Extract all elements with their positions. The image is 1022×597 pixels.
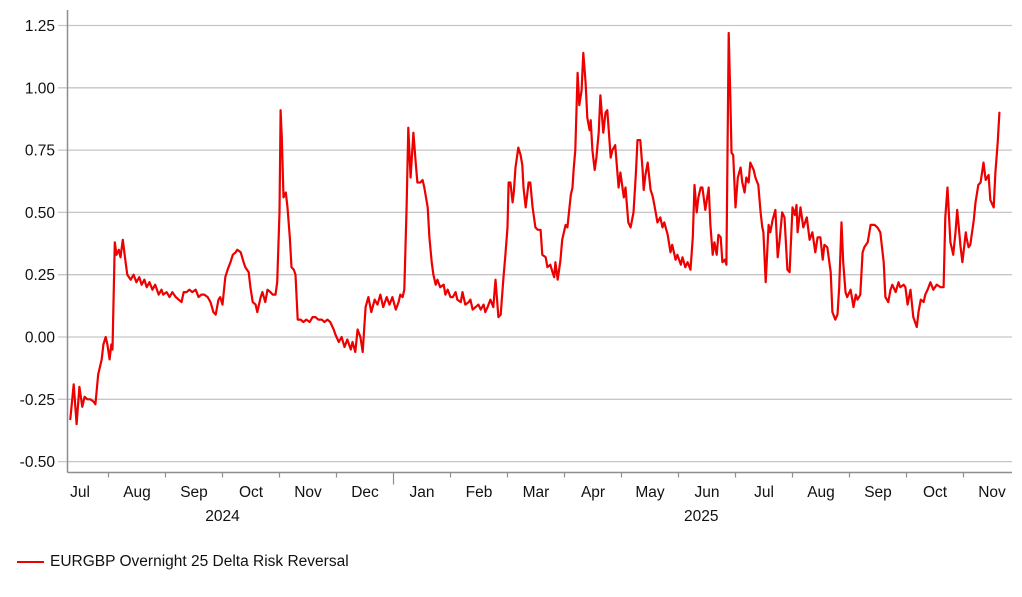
y-tick-label: -0.50 bbox=[20, 454, 56, 471]
month-label: Jun bbox=[695, 484, 720, 501]
month-label: Sep bbox=[864, 484, 892, 501]
month-label: Mar bbox=[523, 484, 550, 501]
legend-line-swatch bbox=[17, 560, 44, 564]
month-label: Jan bbox=[410, 484, 435, 501]
y-tick-label: -0.25 bbox=[20, 392, 55, 409]
axes bbox=[66, 10, 1012, 474]
y-tick-label: 1.00 bbox=[25, 80, 56, 97]
month-label: Aug bbox=[807, 484, 835, 501]
month-label: Jul bbox=[754, 484, 774, 501]
y-tick-label: 0.00 bbox=[25, 330, 56, 347]
month-label: Apr bbox=[581, 484, 605, 501]
month-label: Nov bbox=[978, 484, 1006, 501]
y-tick-label: 0.75 bbox=[25, 143, 55, 160]
year-label: 2024 bbox=[205, 508, 240, 525]
year-label: 2025 bbox=[684, 508, 718, 525]
month-label: Oct bbox=[923, 484, 948, 501]
month-label: Nov bbox=[294, 484, 322, 501]
legend-label: EURGBP Overnight 25 Delta Risk Reversal bbox=[50, 553, 349, 570]
month-label: Sep bbox=[180, 484, 208, 501]
y-tick-label: 0.25 bbox=[25, 267, 55, 284]
month-label: Feb bbox=[466, 484, 493, 501]
x-axis-labels: Jul Aug Sep Oct Nov Dec Jan Feb Mar Apr May Jun Jul A… bbox=[70, 484, 1006, 525]
y-tick-label: 0.50 bbox=[25, 205, 56, 222]
month-label: Jul bbox=[70, 484, 90, 501]
y-tick-label: 1.25 bbox=[25, 18, 55, 35]
legend: EURGBP Overnight 25 Delta Risk Reversal bbox=[17, 553, 349, 571]
y-axis-labels: 1.25 1.00 0.75 0.50 0.25 0.00 -0.25 -0.50 bbox=[20, 18, 56, 471]
series-line-eurgbp-risk-reversal bbox=[69, 31, 1001, 426]
month-label: Dec bbox=[351, 484, 379, 501]
month-label: Oct bbox=[239, 484, 264, 501]
gridlines bbox=[58, 24, 1012, 463]
month-label: May bbox=[635, 484, 665, 501]
month-label: Aug bbox=[123, 484, 151, 501]
x-axis-ticks bbox=[107, 472, 965, 485]
